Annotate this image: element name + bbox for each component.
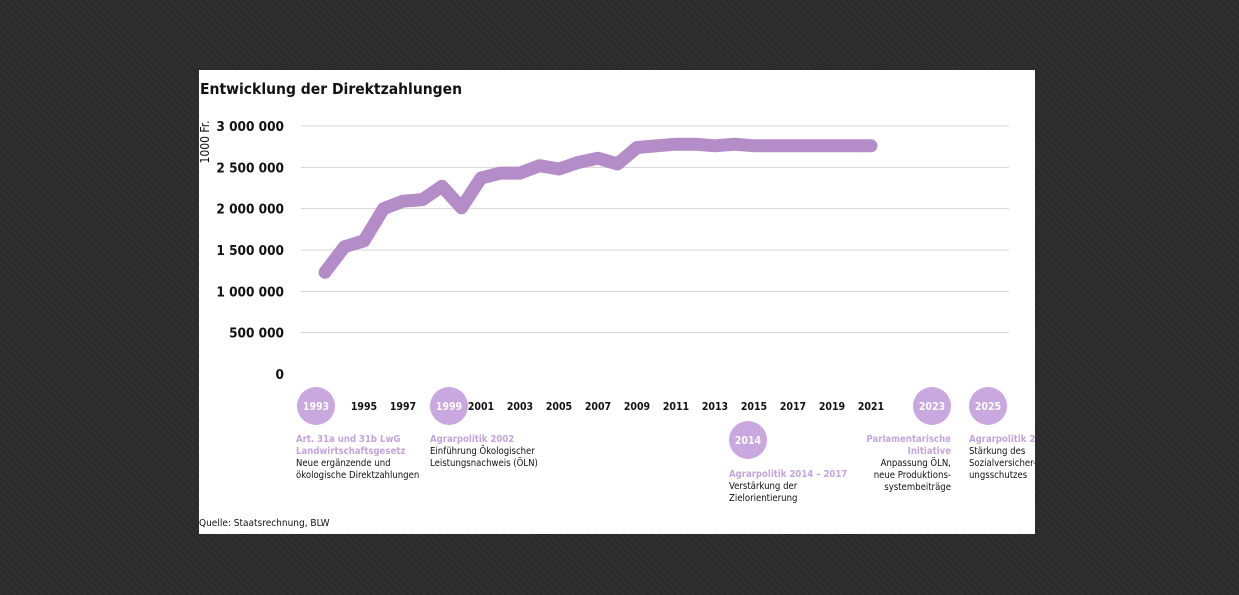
- y-axis-unit-label: 1000 Fr.: [199, 121, 212, 164]
- x-tick-label: 2015: [741, 401, 767, 413]
- annotation-text: Stärkung des: [969, 446, 1026, 457]
- annotation-heading: Art. 31a und 31b LwG: [296, 434, 400, 445]
- annotation-text: systembeiträge: [884, 482, 951, 493]
- x-tick-label: 2019: [819, 401, 845, 413]
- x-tick-label: 2017: [780, 401, 806, 413]
- milestone-year-label: 1999: [436, 401, 462, 413]
- annotation-text: Einführung Ökologischer: [430, 446, 535, 457]
- annotation-1993: Art. 31a und 31b LwGLandwirtschaftsgeset…: [296, 434, 419, 481]
- grid-lines: [301, 125, 1009, 334]
- annotation-heading: Parlamentarische: [866, 434, 951, 445]
- annotation-heading: Initiative: [908, 446, 952, 457]
- annotation-text: ungsschutzes: [969, 470, 1028, 481]
- y-tick-label: 1 000 000: [216, 284, 284, 300]
- chart-title: Entwicklung der Direktzahlungen: [200, 80, 462, 98]
- x-tick-label: 1995: [351, 401, 377, 413]
- milestone-circle-2014: [729, 421, 767, 459]
- y-tick-label: 500 000: [229, 326, 284, 342]
- source-note: Quelle: Staatsrechnung, BLW: [199, 518, 330, 529]
- milestone-annotations: Art. 31a und 31b LwGLandwirtschaftsgeset…: [296, 434, 1035, 504]
- y-tick-label: 0: [276, 367, 284, 383]
- x-tick-label: 2007: [585, 401, 611, 413]
- y-tick-label: 2 500 000: [216, 160, 284, 176]
- milestone-year-label: 2023: [919, 401, 945, 413]
- milestone-circle-1999: [430, 387, 468, 425]
- milestone-year-label: 2014: [735, 435, 762, 447]
- x-axis-ticks: 1995 1997 2001 2003 2005 2007 2009 2011 2013 2015…: [351, 401, 884, 413]
- y-tick-label: 1 500 000: [216, 243, 284, 259]
- x-tick-label: 2013: [702, 401, 728, 413]
- chart-panel: Entwicklung der Direktzahlungen 1000 Fr.…: [199, 70, 1035, 534]
- y-tick-label: 2 000 000: [216, 202, 284, 218]
- annotation-text: Sozialversicher-: [969, 458, 1035, 469]
- annotation-heading: Agrarpolitik 2002: [430, 434, 514, 445]
- annotation-text: Leistungsnachweis (ÖLN): [430, 458, 538, 469]
- annotation-text: neue Produktions-: [874, 470, 951, 481]
- annotation-heading: Agrarpolitik 2014 – 2017: [729, 469, 847, 480]
- annotation-heading: Agrarpolitik 22+: [969, 434, 1035, 445]
- x-tick-label: 2003: [507, 401, 533, 413]
- series-line-layer: [318, 137, 878, 279]
- milestone-year-circles: 1993 1999 2014 2023 2025: [297, 387, 1007, 459]
- x-tick-label: 2021: [858, 401, 884, 413]
- milestone-year-label: 1993: [303, 401, 329, 413]
- y-axis-ticks: 0 500 000 1 000 000 1 500 000 2 000 000 2 500…: [216, 119, 284, 383]
- x-tick-label: 2005: [546, 401, 572, 413]
- direct-payments-series-line: [318, 137, 878, 279]
- direct-payments-chart: Entwicklung der Direktzahlungen 1000 Fr.…: [199, 80, 1035, 529]
- milestone-circle-1993: [297, 387, 335, 425]
- annotation-text: Verstärkung der: [729, 481, 798, 492]
- annotation-text: ökologische Direktzahlungen: [296, 470, 419, 481]
- annotation-text: Anpassung ÖLN,: [881, 458, 951, 469]
- milestone-year-label: 2025: [975, 401, 1001, 413]
- annotation-2025: Agrarpolitik 22+Stärkung desSozialversic…: [969, 434, 1035, 481]
- annotation-text: Zielorientierung: [729, 493, 797, 504]
- x-tick-label: 2001: [468, 401, 494, 413]
- annotation-text: Neue ergänzende und: [296, 458, 391, 469]
- x-tick-label: 2009: [624, 401, 650, 413]
- milestone-circle-2025: [969, 387, 1007, 425]
- milestone-circle-2023: [913, 387, 951, 425]
- y-tick-label: 3 000 000: [216, 119, 284, 135]
- annotation-heading: Landwirtschaftsgesetz: [296, 446, 405, 457]
- x-tick-label: 2011: [663, 401, 689, 413]
- x-tick-label: 1997: [390, 401, 416, 413]
